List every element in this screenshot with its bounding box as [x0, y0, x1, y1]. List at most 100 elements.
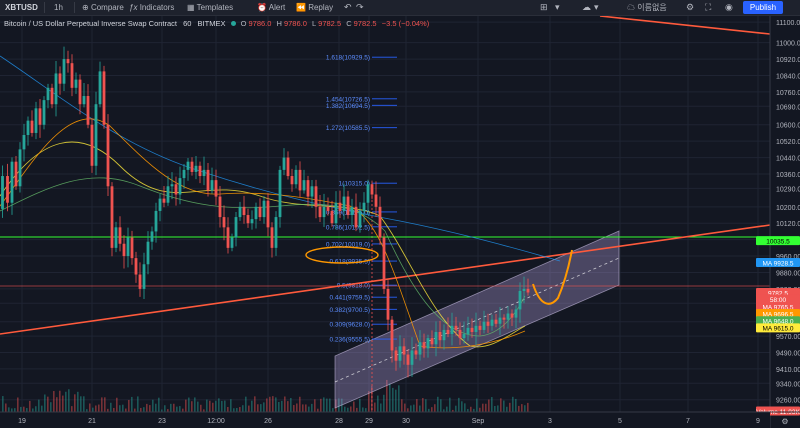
channel-midline[interactable]	[334, 257, 620, 383]
candle-body	[262, 200, 266, 218]
undo-icon[interactable]: ↶	[344, 2, 352, 12]
price-label-tag	[756, 323, 800, 333]
volume-bar	[488, 399, 490, 412]
symbol-search[interactable]: XBTUSD	[5, 3, 38, 12]
candle-body	[306, 180, 310, 197]
volume-bar	[125, 408, 127, 412]
layout-grid-icon[interactable]: ⊞	[540, 2, 548, 12]
volume-bar	[527, 402, 529, 412]
time-tick-label: 7	[686, 418, 690, 425]
time-tick-label: 23	[158, 418, 166, 425]
camera-icon[interactable]: ◉	[725, 2, 733, 12]
candle-body	[426, 338, 430, 349]
price-chart[interactable]: 0.236(9555.5) 0.309(9628.0) 0.382(9700.5) 0…	[0, 16, 800, 428]
volume-bar	[101, 397, 103, 412]
fullscreen-icon[interactable]: ⛶	[705, 2, 712, 12]
volume-bar	[104, 397, 106, 412]
candle-body	[510, 313, 514, 318]
candle-body	[298, 169, 302, 191]
price-tick-label: 9880.00	[776, 270, 800, 277]
volume-bar	[410, 405, 412, 412]
volume-bar	[8, 407, 10, 412]
time-axis[interactable]: 19 21 23 12:00 26 28 29 30 Sep 3 5 7 9	[18, 418, 760, 425]
volume-bar	[251, 400, 253, 412]
candle-body	[86, 96, 90, 125]
price-tick-label: 10200.00	[776, 205, 800, 212]
moving-average-blue	[0, 55, 561, 262]
volume-bar	[278, 401, 280, 412]
candle-body	[202, 169, 206, 177]
volume-bar	[245, 396, 247, 412]
indicators-button[interactable]: ƒx Indicators	[129, 1, 174, 14]
volume-bar	[269, 396, 271, 412]
redo-icon[interactable]: ↷	[356, 2, 364, 12]
volume-bar	[53, 391, 55, 412]
candle-body	[266, 200, 270, 228]
time-tick-label: 5	[618, 418, 622, 425]
candle-body	[110, 186, 114, 248]
price-tick-label: 11000.00	[776, 41, 800, 48]
projected-path[interactable]	[532, 249, 573, 305]
volume-bar	[2, 396, 4, 412]
candle-body	[502, 317, 506, 320]
candle-body	[390, 319, 394, 351]
falling-trendline[interactable]	[599, 16, 771, 35]
interval-selector[interactable]: 1h	[54, 3, 63, 12]
candle-body	[338, 202, 342, 211]
volume-bar	[146, 403, 148, 412]
volume-bar	[431, 407, 433, 412]
candle-body	[522, 288, 526, 291]
axis-settings-gear-icon[interactable]: ⚙	[781, 417, 788, 426]
candle-body	[490, 319, 494, 326]
price-label-text: 10035.5	[766, 238, 790, 245]
volume-bar	[32, 408, 34, 412]
fib-level-label: 1.272(10585.5)	[326, 125, 370, 132]
candle-body	[190, 161, 194, 172]
layout-name-label: 이름없음	[637, 3, 667, 12]
candle-body	[258, 206, 262, 218]
volume-bar	[5, 403, 7, 412]
candle-body	[274, 217, 278, 248]
settings-gear-icon[interactable]: ⚙	[686, 2, 695, 12]
fib-level-label: 0.702(10019.0)	[326, 241, 370, 248]
volume-bar	[416, 399, 418, 412]
cloud-save-icon[interactable]: ☁	[582, 2, 591, 12]
price-tick-label: 10840.00	[776, 74, 800, 81]
volume-bar	[29, 400, 31, 412]
candle-body	[206, 169, 210, 191]
volume-bar	[11, 408, 13, 412]
candle-body	[286, 157, 290, 177]
layout-chevron-down-icon[interactable]: ▾	[555, 2, 560, 12]
replay-button[interactable]: ⏪ Replay	[296, 1, 333, 14]
volume-bar	[74, 394, 76, 412]
candle-body	[38, 108, 42, 125]
close-label: C	[346, 19, 352, 28]
volume-bar	[314, 399, 316, 412]
alert-button[interactable]: ⏰ Alert	[257, 1, 285, 14]
time-tick-label: 21	[88, 418, 96, 425]
candle-body	[270, 227, 274, 248]
volume-bar	[149, 405, 151, 412]
moving-average-green	[0, 177, 526, 337]
compare-button[interactable]: ⊕ Compare	[82, 1, 124, 14]
candle-body	[198, 165, 202, 177]
candle-body	[342, 196, 346, 211]
volume-bar	[383, 394, 385, 412]
publish-button[interactable]: Publish	[743, 1, 783, 14]
templates-button[interactable]: ▦ Templates	[187, 1, 233, 14]
candle-body	[310, 186, 314, 197]
layout-chevron-down-icon[interactable]: ▾	[594, 2, 599, 12]
volume-bar	[167, 409, 169, 412]
volume-bar	[389, 383, 391, 412]
candle-body	[318, 206, 322, 218]
volume-bar	[302, 404, 304, 412]
legend-interval: 60	[183, 19, 192, 28]
candle-body	[46, 87, 50, 101]
price-label-tag	[756, 294, 800, 304]
volume-bar	[377, 395, 379, 412]
volume-bar	[227, 406, 229, 412]
volume-bar	[359, 398, 361, 412]
layout-name[interactable]: ☁ 이름없음	[627, 1, 667, 14]
candle-body	[494, 319, 498, 324]
fib-highlight-circle[interactable]	[305, 246, 379, 264]
